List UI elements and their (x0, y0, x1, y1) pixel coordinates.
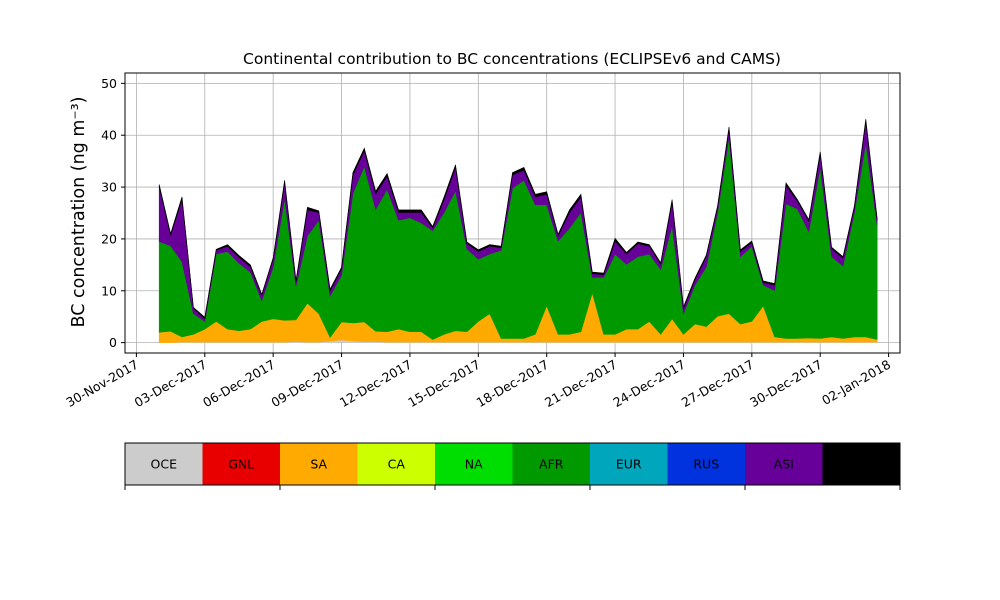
legend-swatch-asi (745, 443, 823, 485)
legend-label-asi: ASI (774, 457, 794, 472)
legend-frame (124, 442, 901, 486)
legend-colorbar: OCE GNL SA CA NA AFR EUR RUS ASI AUS (124, 442, 901, 490)
y-tick-label: 0 (109, 335, 117, 350)
x-tick-label: 09-Dec-2017 (268, 357, 346, 410)
legend-label-aus: AUS (848, 457, 874, 472)
y-axis-label: BC concentration (ng m⁻³) (69, 97, 89, 328)
legend-label-na: NA (465, 457, 483, 472)
x-tick-label: 02-Jan-2018 (819, 357, 893, 408)
area-series-aus (158, 119, 878, 320)
axes: 0 10 20 30 40 50 30-Nov-201703-Dec-201706-Dec-… (63, 72, 901, 410)
legend-swatch-aus (822, 443, 901, 485)
legend-swatch-gnl (202, 443, 281, 485)
x-tick-label: 06-Dec-2017 (200, 357, 278, 410)
x-tick-label: 24-Dec-2017 (610, 357, 688, 410)
y-tick-label: 20 (101, 231, 117, 246)
legend-label-eur: EUR (616, 457, 642, 472)
legend-swatch-eur (590, 443, 668, 485)
x-tick-label: 18-Dec-2017 (474, 357, 552, 410)
legend-label-afr: AFR (539, 457, 564, 472)
legend-swatch-ca (357, 443, 436, 485)
area-series-afr (158, 137, 878, 340)
legend-swatch-na (435, 443, 513, 485)
x-tick-label: 15-Dec-2017 (405, 357, 483, 410)
legend-label-gnl: GNL (228, 457, 254, 472)
legend-label-oce: OCE (151, 457, 178, 472)
y-tick-label: 30 (101, 180, 117, 195)
legend-label-ca: CA (388, 457, 406, 472)
legend-swatch-rus (667, 443, 746, 485)
x-tick-label: 03-Dec-2017 (132, 357, 210, 410)
x-tick-label: 12-Dec-2017 (337, 357, 415, 410)
y-tick-label: 10 (101, 283, 117, 298)
y-tick-label: 50 (101, 76, 117, 91)
legend-label-rus: RUS (693, 457, 719, 472)
legend-swatch-sa (280, 443, 358, 485)
plot-frame (124, 72, 901, 354)
x-tick-label: 21-Dec-2017 (542, 357, 620, 410)
x-tick-label: 30-Dec-2017 (747, 357, 825, 410)
y-tick-label: 40 (101, 128, 117, 143)
legend-swatch-afr (512, 443, 591, 485)
x-tick-label: 30-Nov-2017 (63, 357, 140, 410)
chart-title: Continental contribution to BC concentra… (243, 50, 781, 68)
stacked-areas (158, 119, 878, 343)
legend-label-sa: SA (310, 457, 327, 472)
x-tick-label: 27-Dec-2017 (679, 357, 757, 410)
legend-swatch-oce (125, 443, 203, 485)
